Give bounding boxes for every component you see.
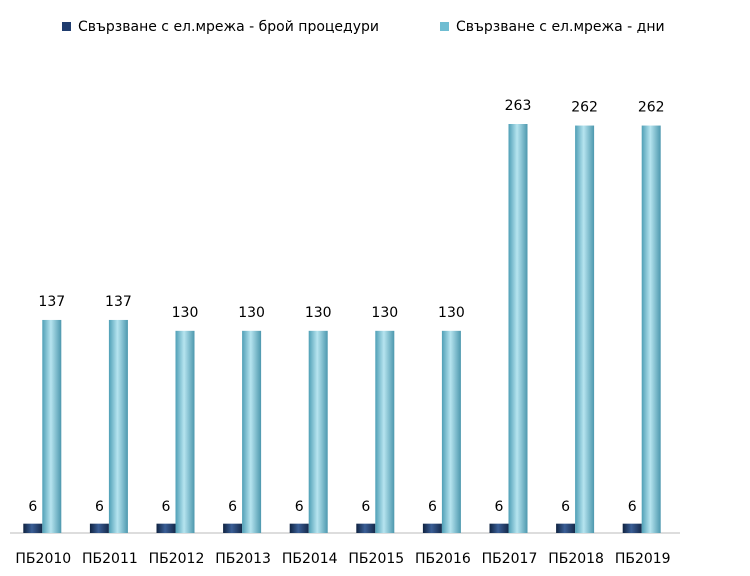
x-tick-label: ПБ2014 bbox=[282, 551, 338, 567]
bar bbox=[242, 330, 262, 533]
bar bbox=[156, 523, 176, 533]
bar bbox=[356, 523, 376, 533]
bar bbox=[575, 125, 595, 534]
bar bbox=[23, 523, 43, 533]
data-label: 130 bbox=[305, 305, 332, 321]
data-label: 6 bbox=[162, 499, 171, 515]
bar bbox=[375, 330, 395, 533]
data-label: 6 bbox=[628, 499, 637, 515]
data-label: 6 bbox=[28, 499, 37, 515]
bar bbox=[622, 523, 642, 533]
data-label: 130 bbox=[238, 305, 265, 321]
data-label: 262 bbox=[571, 100, 598, 116]
x-tick-label: ПБ2016 bbox=[415, 551, 471, 567]
x-tick-label: ПБ2015 bbox=[348, 551, 404, 567]
data-label: 130 bbox=[172, 305, 199, 321]
data-label: 6 bbox=[561, 499, 570, 515]
x-tick-label: ПБ2018 bbox=[548, 551, 604, 567]
bar bbox=[489, 523, 509, 533]
x-tick-label: ПБ2011 bbox=[82, 551, 138, 567]
x-tick-label: ПБ2013 bbox=[215, 551, 271, 567]
data-label: 130 bbox=[371, 305, 398, 321]
bar bbox=[175, 330, 195, 533]
bar bbox=[508, 124, 528, 533]
bar bbox=[441, 330, 461, 533]
bar bbox=[422, 523, 442, 533]
data-label: 262 bbox=[638, 100, 665, 116]
x-tick-label: ПБ2017 bbox=[482, 551, 538, 567]
bar bbox=[641, 125, 661, 534]
bar bbox=[556, 523, 576, 533]
data-label: 6 bbox=[495, 499, 504, 515]
data-label: 130 bbox=[438, 305, 465, 321]
bar bbox=[289, 523, 309, 533]
legend-label: Свързване с ел.мрежа - брой процедури bbox=[78, 19, 379, 35]
data-label: 6 bbox=[428, 499, 437, 515]
bar bbox=[308, 330, 328, 533]
data-label: 6 bbox=[228, 499, 237, 515]
x-tick-label: ПБ2019 bbox=[615, 551, 671, 567]
x-tick-label: ПБ2010 bbox=[15, 551, 71, 567]
bar bbox=[223, 523, 243, 533]
legend-swatch bbox=[440, 22, 449, 31]
data-label: 137 bbox=[38, 294, 65, 310]
legend-swatch bbox=[62, 22, 71, 31]
legend-label: Свързване с ел.мрежа - дни bbox=[456, 19, 665, 35]
data-label: 137 bbox=[105, 294, 132, 310]
data-label: 6 bbox=[295, 499, 304, 515]
bar bbox=[42, 319, 62, 533]
bar bbox=[108, 319, 128, 533]
data-label: 263 bbox=[505, 98, 532, 114]
data-label: 6 bbox=[95, 499, 104, 515]
x-tick-label: ПБ2012 bbox=[149, 551, 205, 567]
bar bbox=[89, 523, 109, 533]
data-label: 6 bbox=[361, 499, 370, 515]
